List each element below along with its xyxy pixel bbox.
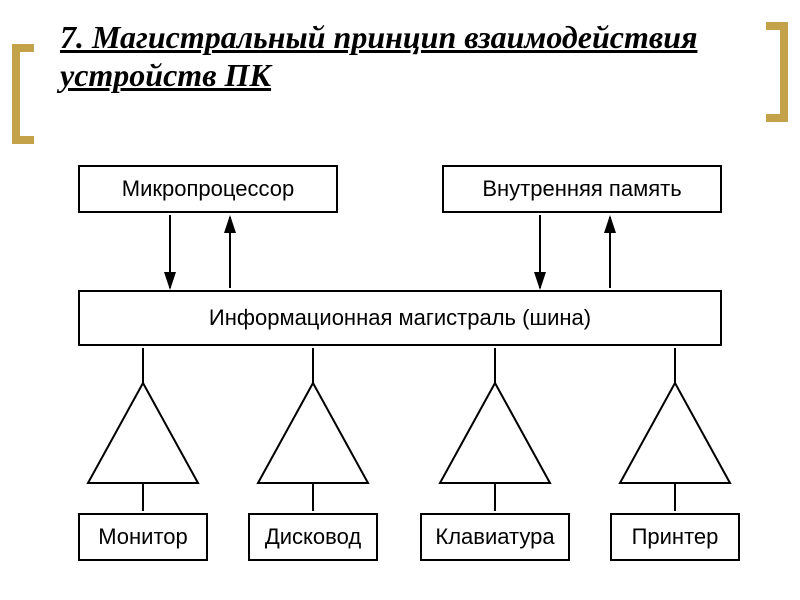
node-label: Микропроцессор: [122, 176, 294, 202]
node-diskdrive: Дисковод: [248, 513, 378, 561]
node-label: Принтер: [632, 524, 719, 550]
title-container: 7. Магистральный принцип взаимодействия …: [60, 18, 740, 95]
node-bus: Информационная магистраль (шина): [78, 290, 722, 346]
node-label: Внутренняя память: [482, 176, 681, 202]
node-keyboard: Клавиатура: [420, 513, 570, 561]
decorative-bracket-left: [12, 44, 34, 144]
node-memory: Внутренняя память: [442, 165, 722, 213]
decorative-bracket-right: [766, 22, 788, 122]
bus-diagram: Микропроцессор Внутренняя память Информа…: [20, 165, 780, 585]
node-printer: Принтер: [610, 513, 740, 561]
node-label: Монитор: [98, 524, 188, 550]
node-label: Дисковод: [265, 524, 361, 550]
node-microprocessor: Микропроцессор: [78, 165, 338, 213]
node-label: Информационная магистраль (шина): [209, 305, 591, 331]
page-title: 7. Магистральный принцип взаимодействия …: [60, 18, 740, 95]
node-label: Клавиатура: [435, 524, 554, 550]
node-monitor: Монитор: [78, 513, 208, 561]
